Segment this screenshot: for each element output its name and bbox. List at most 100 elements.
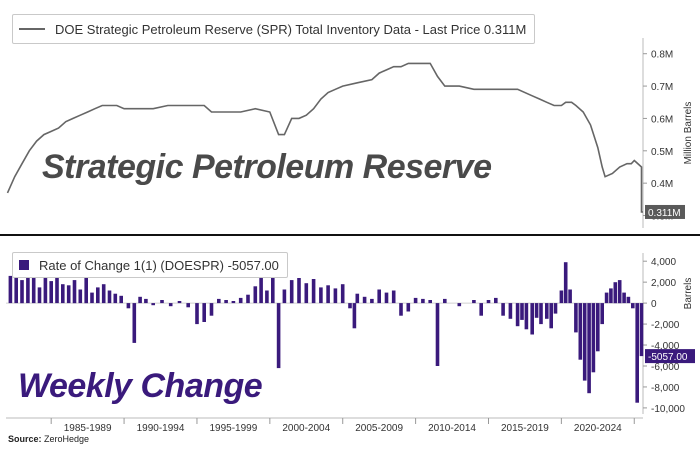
weekly-change-bar — [582, 303, 587, 381]
weekly-change-bar — [574, 303, 578, 333]
source-value: ZeroHedge — [44, 434, 90, 444]
weekly-y-axis-label: Barrels — [683, 278, 694, 310]
weekly-change-bar — [72, 280, 77, 304]
weekly-change-bar — [101, 284, 106, 304]
weekly-change-bar — [587, 303, 591, 394]
weekly-change-bar — [231, 301, 236, 304]
weekly-change-bar — [304, 283, 309, 304]
weekly-change-bar — [421, 298, 425, 304]
weekly-change-bar — [443, 298, 447, 304]
weekly-change-bar — [8, 275, 13, 304]
weekly-change-bar — [553, 303, 558, 314]
weekly-change-bar — [217, 298, 221, 304]
x-tick-label: 1985-1989 — [64, 423, 112, 434]
weekly-change-bar — [253, 286, 258, 304]
weekly-change-bar — [613, 282, 618, 304]
weekly-y-tick-label: -2,000 — [651, 320, 680, 331]
weekly-change-bar — [238, 297, 243, 304]
weekly-change-bar — [113, 293, 118, 304]
weekly-change-bar — [126, 303, 131, 309]
source-note: Source: ZeroHedge — [8, 434, 89, 444]
weekly-change-bar — [578, 303, 583, 360]
spr-y-axis-label: Million Barrels — [683, 102, 694, 165]
weekly-change-bar — [515, 303, 520, 327]
weekly-change-bar — [377, 289, 381, 304]
weekly-change-bar — [355, 293, 360, 304]
weekly-change-bar — [55, 275, 59, 304]
spr-y-tick-label: 0.4M — [651, 179, 673, 190]
weekly-change-bar — [604, 292, 609, 304]
weekly-change-bar — [326, 285, 330, 304]
weekly-change-bar — [202, 303, 206, 322]
spr-y-tick-label: 0.8M — [651, 50, 673, 61]
weekly-change-bar — [559, 290, 564, 304]
weekly-change-bar — [486, 300, 491, 304]
spr-inventory-line — [6, 62, 643, 213]
weekly-change-panel: 4,000 2,000 0 -2,000 -4,000 -6,000 -8,000 -10,0… — [6, 253, 695, 434]
weekly-change-bar — [20, 280, 24, 304]
weekly-change-bar — [319, 287, 323, 304]
x-tick-label: 2000-2004 — [282, 423, 330, 434]
spr-overlay-title: Strategic Petroleum Reserve — [42, 148, 492, 186]
weekly-change-bar — [61, 284, 65, 304]
spr-y-tick-label: 0.6M — [651, 114, 673, 125]
x-tick-label: 2015-2019 — [501, 423, 549, 434]
weekly-change-bar — [539, 303, 543, 325]
weekly-legend-label: Rate of Change 1(1) (DOESPR) -5057.00 — [39, 257, 279, 273]
weekly-change-bar — [259, 258, 263, 304]
weekly-change-bar — [617, 280, 622, 304]
weekly-change-bar — [31, 273, 36, 304]
weekly-change-bar — [549, 303, 553, 329]
weekly-change-bar — [265, 290, 269, 304]
spr-legend: DOE Strategic Petroleum Reserve (SPR) To… — [12, 14, 536, 44]
weekly-y-tick-label: -6,000 — [651, 362, 680, 373]
weekly-change-bar — [524, 303, 529, 330]
weekly-change-bar — [370, 298, 374, 304]
weekly-change-bar — [195, 303, 199, 325]
x-tick-label: 2010-2014 — [428, 423, 476, 434]
weekly-change-bar — [631, 303, 635, 309]
weekly-change-bar — [399, 303, 403, 316]
weekly-change-bar — [224, 300, 228, 304]
weekly-change-bar — [282, 289, 287, 304]
weekly-change-bar — [186, 303, 190, 308]
spr-legend-label: DOE Strategic Petroleum Reserve (SPR) To… — [55, 21, 527, 37]
weekly-change-bar — [271, 275, 275, 304]
weekly-change-bar — [639, 303, 644, 357]
weekly-change-bar — [501, 303, 505, 316]
weekly-change-bar — [246, 294, 250, 304]
weekly-change-bar — [545, 303, 549, 319]
weekly-y-tick-label: 4,000 — [651, 257, 676, 268]
weekly-change-bar — [84, 278, 88, 304]
weekly-change-bar — [311, 279, 316, 304]
weekly-change-bar — [276, 303, 281, 369]
weekly-change-bar — [622, 292, 626, 304]
weekly-change-bar — [435, 303, 440, 366]
panel-divider — [0, 234, 700, 236]
source-label: Source: — [8, 434, 42, 444]
weekly-change-bar — [568, 289, 572, 304]
weekly-change-bar — [600, 303, 604, 325]
spr-inventory-panel: 0.8M0.7M0.6M0.5M0.4M0.3MMillion Barrels0… — [6, 38, 694, 228]
weekly-overlay-title: Weekly Change — [18, 367, 263, 405]
x-tick-label: 1995-1999 — [209, 423, 257, 434]
weekly-change-bar — [209, 303, 214, 316]
weekly-change-bar — [406, 303, 411, 312]
spr-y-tick-label: 0.7M — [651, 82, 673, 93]
spr-last-value-badge — [645, 204, 685, 219]
weekly-change-bar — [384, 292, 389, 304]
weekly-change-bar — [457, 303, 462, 307]
weekly-change-bar — [530, 303, 534, 335]
weekly-change-bar — [472, 300, 476, 304]
weekly-change-bar — [66, 285, 71, 304]
weekly-change-bar — [534, 303, 539, 318]
weekly-change-bar — [479, 303, 483, 316]
weekly-change-bar — [160, 300, 164, 304]
weekly-change-bar — [37, 287, 42, 304]
weekly-change-bar — [596, 303, 600, 352]
weekly-change-bar — [428, 300, 432, 304]
weekly-change-bar — [348, 303, 352, 309]
weekly-change-bar — [508, 303, 513, 319]
line-legend-swatch — [19, 28, 45, 30]
x-tick-label: 2020-2024 — [574, 423, 622, 434]
